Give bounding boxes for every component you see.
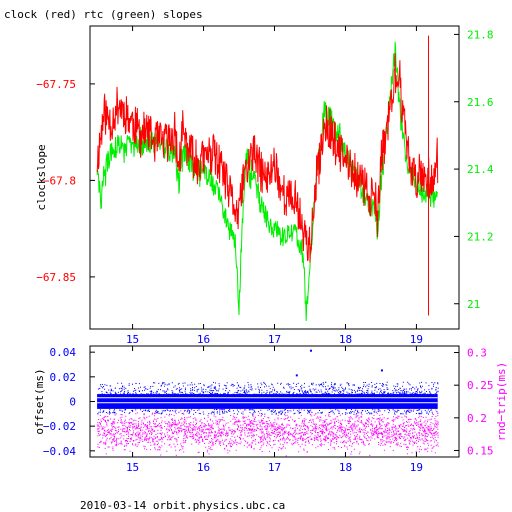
slopes-xtick-label-4: 19 [410,333,423,346]
series-clock-line [96,53,439,263]
series-offset-outlier-2 [295,374,298,377]
slopes-xtick-label-3: 18 [339,333,352,346]
slopes-ytick-left-label-2: −67.85 [36,271,76,284]
series-offset-outlier-0 [309,349,312,352]
offsets-ytick-right-label-1: 0.25 [467,379,494,392]
slopes-ytick-right-label-3: 21.6 [467,96,494,109]
slopes-ytick-right-label-4: 21.8 [467,28,494,41]
offsets-ytick-left-label-3: −0.02 [43,420,76,433]
offsets-ytick-right-label-2: 0.2 [467,412,487,425]
offsets-ytick-right-label-0: 0.3 [467,347,487,360]
offsets-xtick-label-4: 19 [410,461,423,474]
slopes-ytick-right-label-0: 21 [467,298,480,311]
slopes-ytick-left-label-1: −67.8 [43,174,76,187]
offsets-plot-area [97,349,439,457]
page-title: clock (red) rtc (green) slopes [4,8,203,21]
offsets-ylabel: offset(ms) [33,368,46,434]
slopes-xtick-label-1: 16 [197,333,210,346]
offsets-ytick-left-label-4: −0.04 [43,445,76,458]
series-offset-outlier-1 [380,369,383,372]
series-offset-band [97,394,438,409]
offsets-xtick-label-0: 15 [126,461,139,474]
slopes-xtick-label-2: 17 [268,333,281,346]
offsets-xtick-label-2: 17 [268,461,281,474]
slopes-xtick-label-0: 15 [126,333,139,346]
offsets-ytick-left-label-2: 0 [69,396,76,409]
offsets-ytick-left-label-0: 0.04 [50,346,77,359]
offsets-ytick-left-label-1: 0.02 [50,371,77,384]
slopes-ytick-right-label-1: 21.2 [467,230,494,243]
offsets-y2label: rnd−trip(ms) [495,362,508,441]
series-offset-points [97,381,439,415]
slopes-ylabel: clockslope [35,144,48,210]
offsets-ytick-right-label-3: 0.15 [467,444,494,457]
series-rnd-trip-points [97,406,439,457]
offsets-xtick-label-3: 18 [339,461,352,474]
slopes-plot-area [96,35,439,322]
slopes-ytick-left-label-0: −67.75 [36,78,76,91]
offsets-xtick-label-1: 16 [197,461,210,474]
footer-text: 2010-03-14 orbit.physics.ubc.ca [80,499,286,512]
slopes-ytick-right-label-2: 21.4 [467,163,494,176]
